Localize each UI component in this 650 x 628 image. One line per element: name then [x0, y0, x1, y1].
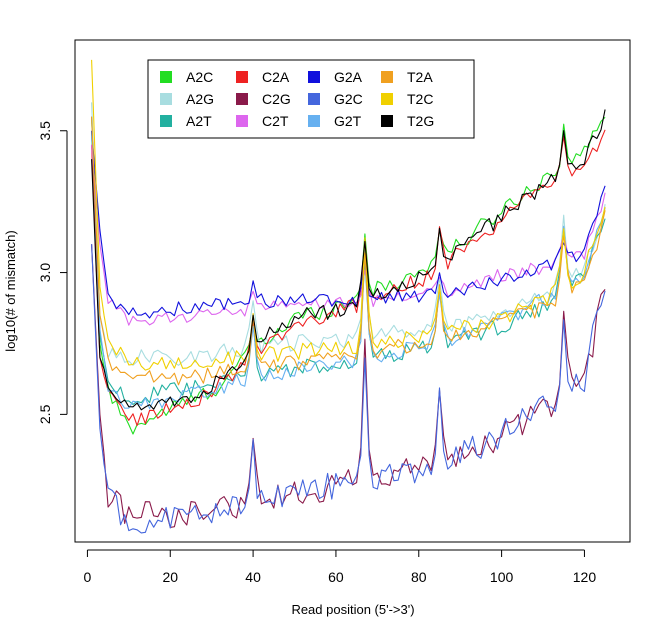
y-tick-label: 3.5: [37, 121, 53, 141]
series-line-c2t: [91, 144, 606, 326]
legend-label-a2t: A2T: [186, 113, 212, 129]
x-tick-label: 40: [245, 569, 261, 585]
legend-swatch-a2c: [160, 71, 172, 83]
legend-label-g2c: G2C: [334, 91, 363, 107]
x-tick-label: 120: [573, 569, 597, 585]
series-line-g2c: [91, 244, 606, 534]
legend-label-c2t: C2T: [262, 113, 289, 129]
legend-label-c2a: C2A: [262, 69, 290, 85]
legend-label-t2a: T2A: [407, 69, 433, 85]
legend-label-t2c: T2C: [407, 91, 433, 107]
legend-swatch-c2g: [236, 93, 248, 105]
series-line-t2g: [91, 109, 606, 411]
y-tick-label: 3.0: [37, 263, 53, 283]
x-tick-label: 100: [490, 569, 514, 585]
legend-swatch-a2t: [160, 115, 172, 127]
legend-swatch-c2a: [236, 71, 248, 83]
legend-label-a2g: A2G: [186, 91, 214, 107]
series-layer: [91, 59, 606, 534]
legend-swatch-t2a: [381, 71, 393, 83]
legend-label-g2t: G2T: [334, 113, 362, 129]
legend-label-a2c: A2C: [186, 69, 213, 85]
legend-swatch-t2c: [381, 93, 393, 105]
x-tick-label: 60: [328, 569, 344, 585]
legend-swatch-t2g: [381, 115, 393, 127]
legend-swatch-a2g: [160, 93, 172, 105]
series-line-a2g: [91, 102, 606, 366]
y-axis: 2.5 3.0 3.5: [37, 121, 68, 424]
series-line-a2t: [91, 130, 606, 405]
x-axis: 0 20 40 60 80 100 120: [84, 549, 597, 585]
x-tick-label: 0: [84, 569, 92, 585]
legend-swatch-c2t: [236, 115, 248, 127]
legend-label-g2a: G2A: [334, 69, 363, 85]
legend-swatch-g2a: [308, 71, 320, 83]
series-line-c2a: [91, 129, 606, 427]
series-line-t2a: [91, 116, 606, 386]
legend-swatch-g2t: [308, 115, 320, 127]
x-tick-label: 80: [411, 569, 427, 585]
y-axis-title: log10(# of mismatch): [3, 230, 18, 351]
series-line-t2c: [91, 59, 606, 371]
x-tick-label: 20: [162, 569, 178, 585]
legend-label-t2g: T2G: [407, 113, 434, 129]
legend: A2C A2G A2T C2A C2G C2T G2A G2C G2T T2A T2C T2G: [147, 59, 475, 139]
plot-area: [74, 39, 631, 543]
y-tick-label: 2.5: [37, 404, 53, 424]
series-line-g2a: [91, 130, 606, 319]
x-axis-title: Read position (5'->3'): [291, 602, 414, 617]
legend-label-c2g: C2G: [262, 91, 291, 107]
legend-swatch-g2c: [308, 93, 320, 105]
